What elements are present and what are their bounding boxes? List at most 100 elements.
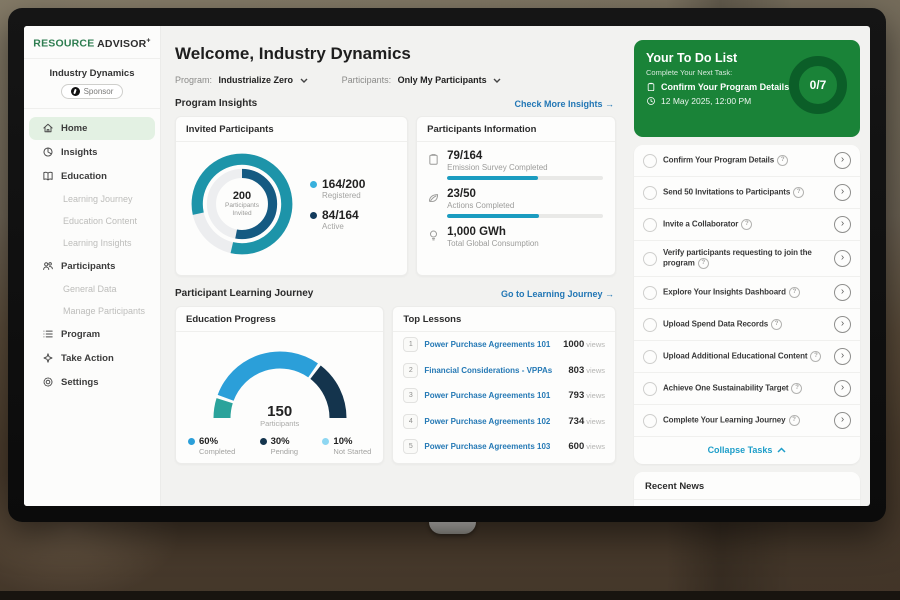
sidebar-item-insights[interactable]: Insights: [29, 141, 155, 164]
education-gauge-chart: 150 Participants: [205, 340, 355, 428]
todo-panel: Your To Do List Complete Your Next Task:…: [628, 26, 870, 506]
sidebar-item-settings[interactable]: Settings: [29, 371, 155, 394]
lesson-link[interactable]: Power Purchase Agreements 102: [424, 416, 551, 426]
lesson-link[interactable]: Power Purchase Agreements 101: [424, 340, 551, 350]
help-icon[interactable]: ?: [791, 383, 803, 395]
sidebar-item-education-content[interactable]: Education Content: [29, 211, 155, 232]
task-checkbox[interactable]: [643, 381, 657, 396]
task-checkbox[interactable]: [643, 349, 657, 364]
lesson-views: 600 views: [568, 441, 605, 453]
logo-text-primary: RESOURCE: [33, 37, 95, 50]
task-go-button[interactable]: ›: [834, 412, 851, 430]
lesson-link[interactable]: Power Purchase Agreements 103: [424, 442, 551, 452]
task-label: Explore Your Insights Dashboard?: [663, 287, 828, 299]
todo-title: Your To Do List: [646, 51, 738, 65]
filters-row: Program: Industrialize Zero Participants…: [175, 75, 616, 85]
sidebar-item-label: Take Action: [61, 352, 114, 364]
chevron-down-icon[interactable]: [493, 78, 501, 84]
help-icon[interactable]: ?: [777, 155, 789, 166]
task-go-button[interactable]: ›: [834, 380, 851, 398]
rank-badge: 5: [403, 439, 419, 455]
task-checkbox[interactable]: [643, 217, 657, 232]
sidebar-item-take-action[interactable]: Take Action: [29, 347, 155, 370]
lesson-views: 734 views: [568, 415, 605, 427]
help-icon[interactable]: ?: [697, 258, 709, 270]
go-to-learning-journey-link[interactable]: Go to Learning Journey →: [500, 288, 614, 299]
task-checkbox[interactable]: [643, 153, 657, 168]
task-row: Invite a Collaborator? ›: [634, 209, 860, 241]
task-checkbox[interactable]: [643, 413, 657, 428]
arrow-right-icon: →: [605, 98, 614, 109]
help-icon[interactable]: ?: [771, 319, 783, 331]
sidebar-item-learning-insights[interactable]: Learning Insights: [29, 233, 155, 254]
sidebar-item-general-data[interactable]: General Data: [29, 279, 155, 300]
collapse-tasks-link[interactable]: Collapse Tasks: [634, 437, 860, 464]
task-row: Complete Your Learning Journey? ›: [634, 405, 860, 438]
active-value: 84/164: [322, 208, 359, 222]
main-content: Welcome, Industry Dynamics Program: Indu…: [161, 26, 628, 506]
not-started-label: Not Started: [333, 447, 372, 456]
task-go-button[interactable]: ›: [834, 216, 851, 233]
todo-progress-ring: 0/7: [786, 53, 850, 117]
participants-icon: [43, 262, 53, 270]
sidebar-item-participants[interactable]: Participants: [29, 255, 155, 278]
task-go-button[interactable]: ›: [834, 284, 851, 302]
task-go-button[interactable]: ›: [834, 250, 851, 268]
task-go-button[interactable]: ›: [834, 184, 851, 201]
sidebar-item-label: Home: [61, 122, 88, 134]
sidebar-item-label: Learning Journey: [63, 194, 133, 204]
learning-journey-title: Participant Learning Journey: [175, 288, 314, 299]
stat-label: Emission Survey Completed: [447, 163, 548, 172]
education-progress-card: Education Progress 150 Participants 60%: [175, 306, 385, 464]
program-filter[interactable]: Program: Industrialize Zero: [175, 75, 308, 85]
lesson-row: 4 Power Purchase Agreements 102 734 views: [393, 409, 615, 435]
progress-fill: [447, 176, 538, 180]
help-icon[interactable]: ?: [788, 415, 800, 427]
take-action-icon: [43, 353, 53, 363]
task-go-button[interactable]: ›: [834, 316, 851, 334]
legend-pending: 30% Pending: [259, 436, 298, 456]
registered-label: Registered: [322, 191, 361, 200]
task-go-button[interactable]: ›: [834, 152, 851, 169]
sidebar-item-learning-journey[interactable]: Learning Journey: [29, 189, 155, 210]
task-row: Send 50 Invitations to Participants? ›: [634, 177, 860, 209]
lesson-link[interactable]: Power Purchase Agreements 101: [424, 391, 551, 401]
sidebar-item-home[interactable]: Home: [29, 116, 155, 140]
task-checkbox[interactable]: [643, 317, 657, 332]
gauge-center-value: 150: [267, 403, 293, 420]
arrow-right-icon: →: [605, 288, 614, 299]
completed-label: Completed: [199, 447, 236, 456]
sponsor-label: Sponsor: [83, 86, 114, 96]
progress-fill: [447, 214, 540, 218]
participants-filter[interactable]: Participants: Only My Participants: [342, 75, 502, 85]
chevron-down-icon[interactable]: [300, 78, 308, 84]
sidebar-item-label: Manage Participants: [63, 306, 146, 316]
legend-registered: 164/200 Registered: [310, 177, 365, 200]
sidebar-item-manage-participants[interactable]: Manage Participants: [29, 301, 155, 322]
task-checkbox[interactable]: [643, 185, 657, 200]
sidebar-item-label: Program: [61, 328, 101, 340]
task-label: Achieve One Sustainability Target?: [663, 383, 828, 395]
sidebar-item-program[interactable]: Program: [29, 323, 155, 346]
legend-not-started: 10% Not Started: [322, 436, 371, 456]
help-icon[interactable]: ?: [793, 187, 805, 198]
sponsor-badge[interactable]: Sponsor: [60, 83, 124, 99]
insights-cards-row: Invited Participants 200: [175, 116, 616, 276]
task-checkbox[interactable]: [643, 251, 657, 266]
check-more-insights-link[interactable]: Check More Insights →: [514, 98, 614, 109]
participants-information-card: Participants Information 79/164 Emission…: [416, 116, 616, 276]
lesson-link[interactable]: Financial Considerations - VPPAs: [424, 365, 553, 375]
task-checkbox[interactable]: [643, 285, 657, 300]
invited-participants-title: Invited Participants: [176, 117, 408, 142]
lesson-views: 803 views: [568, 364, 605, 376]
help-icon[interactable]: ?: [810, 351, 822, 363]
program-insights-title: Program Insights: [175, 98, 258, 109]
help-icon[interactable]: ?: [741, 219, 753, 230]
task-go-button[interactable]: ›: [834, 348, 851, 366]
sidebar-item-label: Insights: [61, 146, 98, 158]
task-label: Confirm Your Program Details?: [663, 155, 828, 166]
sidebar-item-education[interactable]: Education: [29, 165, 155, 188]
help-icon[interactable]: ?: [788, 287, 800, 299]
recent-news-card: Recent News: [634, 472, 860, 506]
